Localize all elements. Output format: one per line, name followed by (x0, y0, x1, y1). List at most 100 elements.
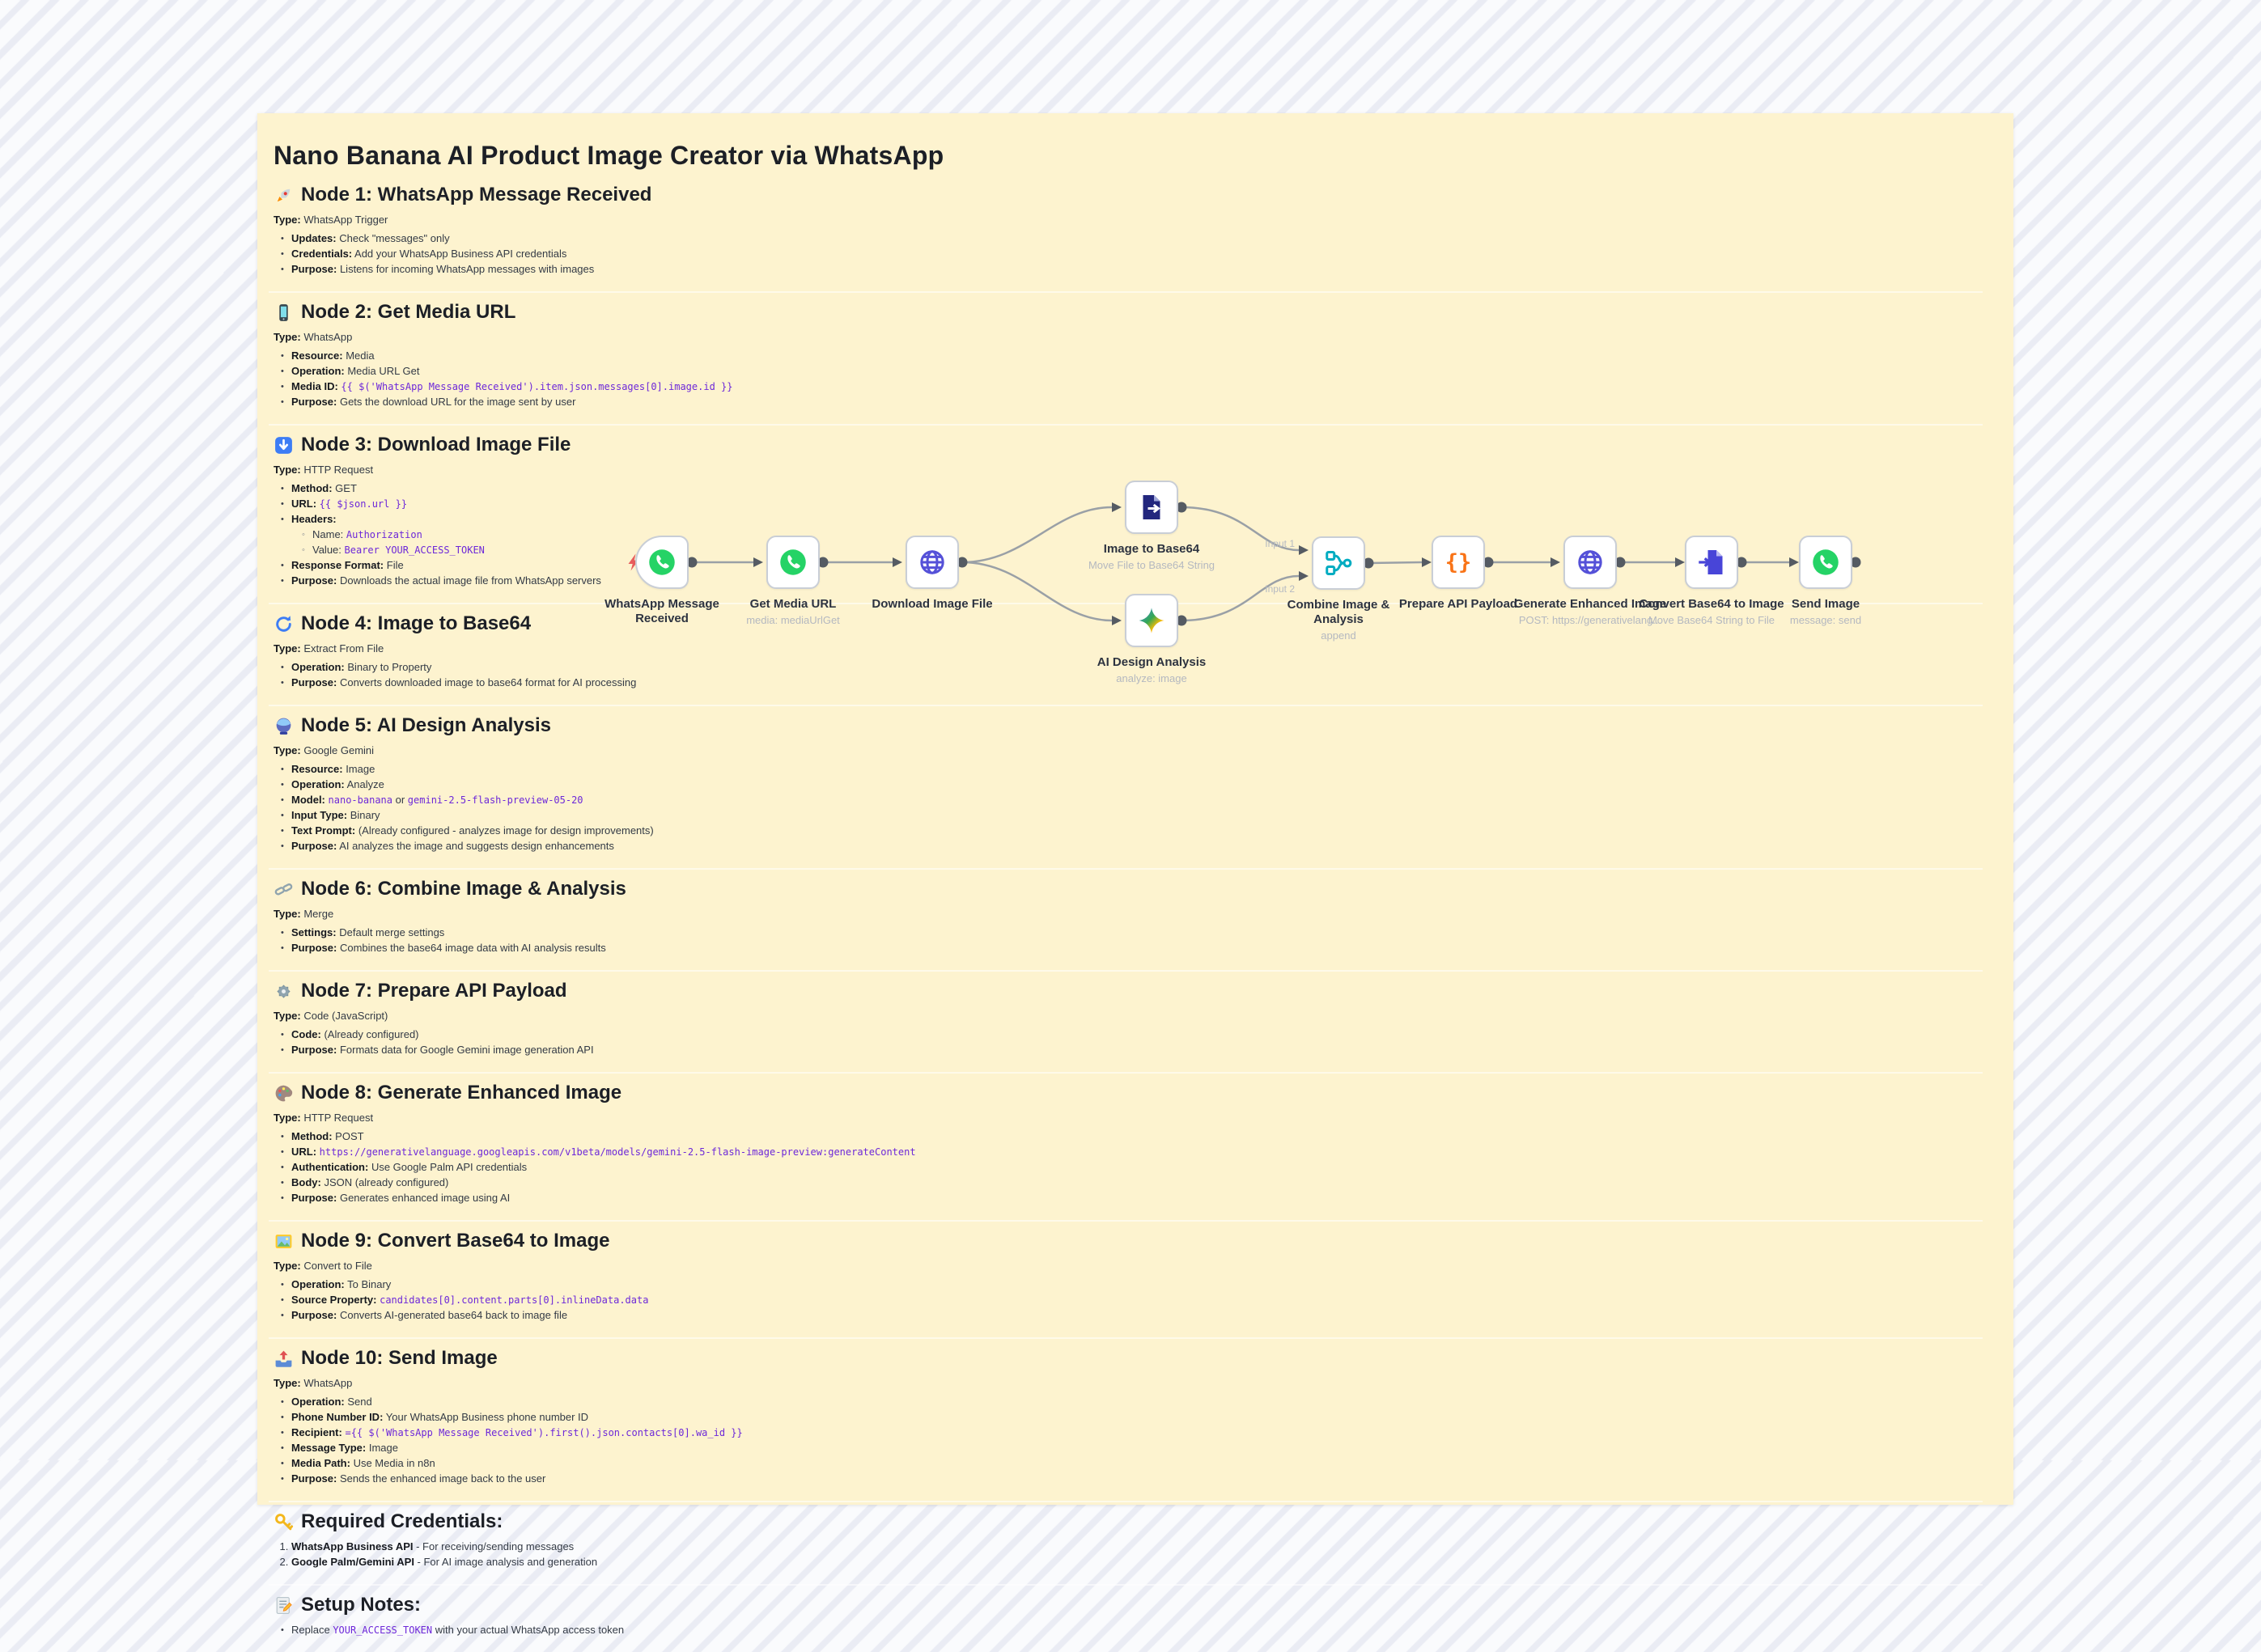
type-line: Type: Merge (274, 908, 1983, 920)
type-line: Type: WhatsApp (274, 331, 1983, 343)
section-title: Node 10: Send Image (301, 1347, 498, 1369)
item-label: Text Prompt: (291, 824, 356, 837)
type-label: Type: (274, 1010, 301, 1022)
list-item: Input Type: Binary (281, 809, 1003, 822)
section-node-5: Node 5: AI Design Analysis Type: Google G… (269, 706, 1983, 870)
wf-node-label-convert-base64-to-image: Convert Base64 to Image Move Base64 Strin… (1635, 597, 1788, 627)
item-text: Media (342, 349, 375, 362)
item-label: Model: (291, 794, 325, 806)
item-label: Operation: (291, 365, 345, 377)
list-item: Source Property: candidates[0].content.p… (281, 1294, 1003, 1307)
section-heading: Node 6: Combine Image & Analysis (274, 878, 1983, 900)
section-title: Node 2: Get Media URL (301, 301, 516, 323)
type-value: WhatsApp (300, 331, 353, 343)
list-item: Settings: Default merge settings (281, 926, 1003, 939)
wf-node-download-image-file[interactable] (906, 536, 959, 589)
workflow-connections: Input 1 Input 2 (686, 502, 1861, 626)
list-item: URL: https://generativelanguage.googleap… (281, 1146, 1003, 1159)
outbox-icon (274, 1349, 294, 1369)
list-item: Purpose: Generates enhanced image using … (281, 1192, 1003, 1205)
list-item: Headers:Name: AuthorizationValue: Bearer… (281, 513, 1003, 557)
item-text: Listens for incoming WhatsApp messages w… (337, 263, 595, 275)
section-title: Node 6: Combine Image & Analysis (301, 878, 626, 900)
globe-icon (918, 548, 947, 577)
list-item: Operation: Analyze (281, 778, 1003, 791)
item-code: ={{ $('WhatsApp Message Received').first… (345, 1427, 743, 1438)
item-label: Purpose: (291, 1309, 337, 1321)
section-setup-notes: Setup Notes: Replace YOUR_ACCESS_TOKEN wi… (269, 1586, 1983, 1652)
item-label: Media ID: (291, 380, 338, 392)
doc-export-icon (1137, 493, 1166, 522)
section-node-7: Node 7: Prepare API Payload Type: Code (J… (269, 972, 1983, 1074)
item-text: Downloads the actual image file from Wha… (337, 574, 601, 587)
wf-node-label-get-media-url: Get Media URL media: mediaUrlGet (716, 597, 870, 627)
list-item: Purpose: Sends the enhanced image back t… (281, 1472, 1003, 1485)
wf-node-title: Combine Image & Analysis (1287, 598, 1390, 626)
item-label: Resource: (291, 763, 343, 775)
whatsapp-icon (647, 548, 677, 577)
wf-node-whatsapp-message-received[interactable] (635, 536, 689, 589)
wf-node-get-media-url[interactable] (766, 536, 820, 589)
list-item: Operation: Binary to Property (281, 661, 1003, 674)
wf-node-label-combine-image-analysis: Combine Image & Analysis append (1262, 598, 1415, 642)
item-label: Source Property: (291, 1294, 377, 1306)
item-text: Generates enhanced image using AI (337, 1192, 511, 1204)
section-node-1: Node 1: WhatsApp Message Received Type: W… (269, 176, 1983, 293)
item-label: Input Type: (291, 809, 348, 821)
wf-node-subtitle: media: mediaUrlGet (746, 614, 840, 626)
item-label: Operation: (291, 1278, 345, 1290)
picture-icon (274, 1231, 294, 1252)
wf-node-subtitle: message: send (1789, 614, 1862, 626)
section-title: Node 5: AI Design Analysis (301, 714, 551, 736)
item-text: - For AI image analysis and generation (414, 1556, 598, 1568)
item-code: nano-banana (328, 794, 392, 806)
item-text: with your actual WhatsApp access token (432, 1624, 625, 1636)
bullet-list: Code: (Already configured) Purpose: Forma… (274, 1028, 1003, 1057)
type-label: Type: (274, 331, 301, 343)
wf-node-convert-base64-to-image[interactable] (1685, 536, 1738, 589)
item-label: WhatsApp Business API (291, 1540, 414, 1552)
bullet-list: Operation: Send Phone Number ID: Your Wha… (274, 1396, 1003, 1485)
merge-icon (1324, 549, 1353, 578)
item-label: Media Path: (291, 1457, 350, 1469)
link-icon (274, 879, 294, 900)
bullet-list: Settings: Default merge settings Purpose:… (274, 926, 1003, 955)
wf-node-combine-image-analysis[interactable] (1312, 536, 1365, 590)
item-text: Use Media in n8n (350, 1457, 435, 1469)
wf-node-prepare-api-payload[interactable] (1432, 536, 1485, 589)
list-item: Updates: Check "messages" only (281, 232, 1003, 245)
list-item: Method: POST (281, 1130, 1003, 1143)
item-label: Resource: (291, 349, 343, 362)
wf-node-label-prepare-api-payload: Prepare API Payload (1381, 597, 1535, 612)
crystal-ball-icon (274, 716, 294, 736)
list-item: Operation: To Binary (281, 1278, 1003, 1291)
item-text: AI analyzes the image and suggests desig… (337, 840, 614, 852)
type-line: Type: Convert to File (274, 1260, 1983, 1272)
section-title: Node 3: Download Image File (301, 434, 571, 455)
section-heading: Node 1: WhatsApp Message Received (274, 184, 1983, 206)
wf-node-send-image[interactable] (1799, 536, 1852, 589)
wf-node-ai-design-analysis[interactable] (1125, 594, 1178, 647)
rocket-icon (274, 185, 294, 205)
list-item: Google Palm/Gemini API - For AI image an… (291, 1556, 1003, 1569)
wf-node-image-to-base64[interactable] (1125, 481, 1178, 534)
type-value: HTTP Request (300, 464, 374, 476)
item-text: (Already configured) (320, 1028, 419, 1040)
item-label: Phone Number ID: (291, 1411, 384, 1423)
section-title: Setup Notes: (301, 1594, 422, 1616)
list-item: Method: GET (281, 482, 1003, 495)
list-item: Response Format: File (281, 559, 1003, 572)
wf-node-title: Image to Base64 (1103, 542, 1200, 556)
wf-node-generate-enhanced-image[interactable] (1563, 536, 1617, 589)
wf-node-title: WhatsApp Message Received (604, 597, 719, 625)
section-title: Node 9: Convert Base64 to Image (301, 1230, 610, 1252)
item-text: Use Google Palm API credentials (368, 1161, 528, 1173)
wf-node-subtitle: append (1321, 629, 1356, 642)
item-text: Sends the enhanced image back to the use… (337, 1472, 546, 1485)
section-required-credentials: Required Credentials: WhatsApp Business A… (269, 1502, 1983, 1586)
item-label: Purpose: (291, 840, 337, 852)
item-text: - For receiving/sending messages (413, 1540, 575, 1552)
type-value: Convert to File (300, 1260, 372, 1272)
item-text: Formats data for Google Gemini image gen… (337, 1044, 594, 1056)
